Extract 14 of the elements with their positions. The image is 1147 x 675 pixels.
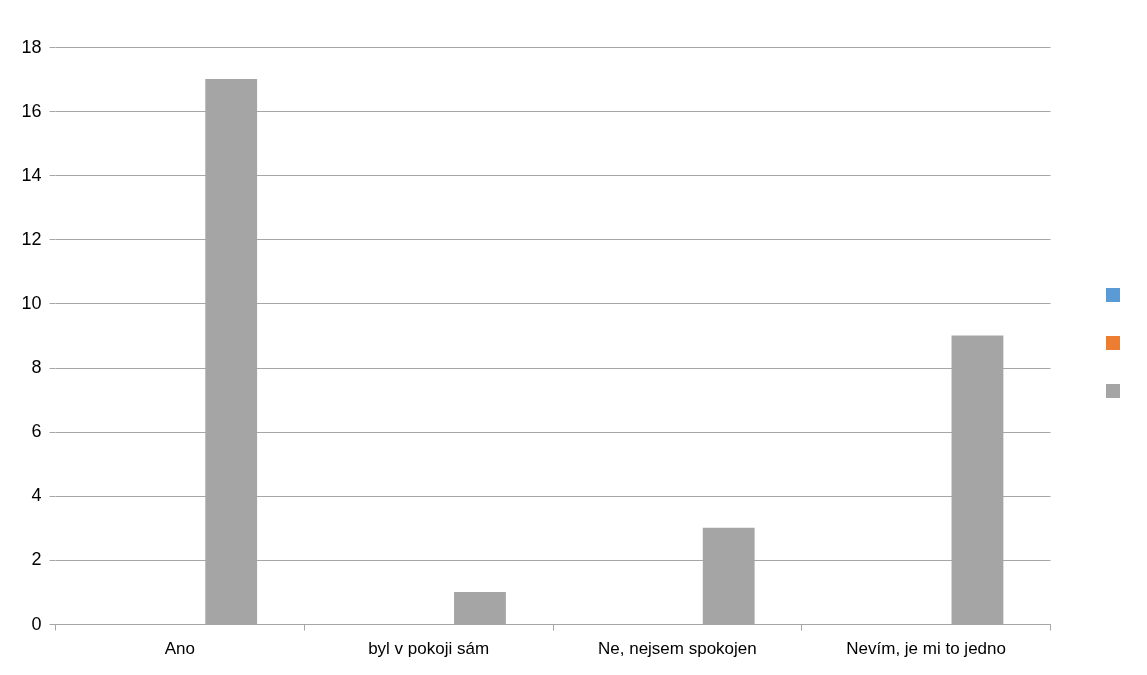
y-tick-label: 18 xyxy=(21,36,42,57)
x-tick-label: Nevím, je mi to jedno xyxy=(846,638,1006,658)
y-tick-label: 10 xyxy=(21,292,42,313)
y-tick-label: 2 xyxy=(31,549,42,570)
y-tick-label: 16 xyxy=(21,100,42,121)
y-tick-label: 12 xyxy=(21,228,42,249)
x-tick-label: Ano xyxy=(164,638,195,658)
y-tick-label: 6 xyxy=(31,421,42,442)
y-tick-label: 14 xyxy=(21,164,42,185)
y-tick-label: 4 xyxy=(31,485,42,506)
x-tick-label: byl v pokoji sám xyxy=(368,638,490,658)
y-tick-label: 0 xyxy=(31,613,42,634)
y-tick-label: 8 xyxy=(31,357,42,378)
x-tick-label: Ne, nejsem spokojen xyxy=(597,638,757,658)
